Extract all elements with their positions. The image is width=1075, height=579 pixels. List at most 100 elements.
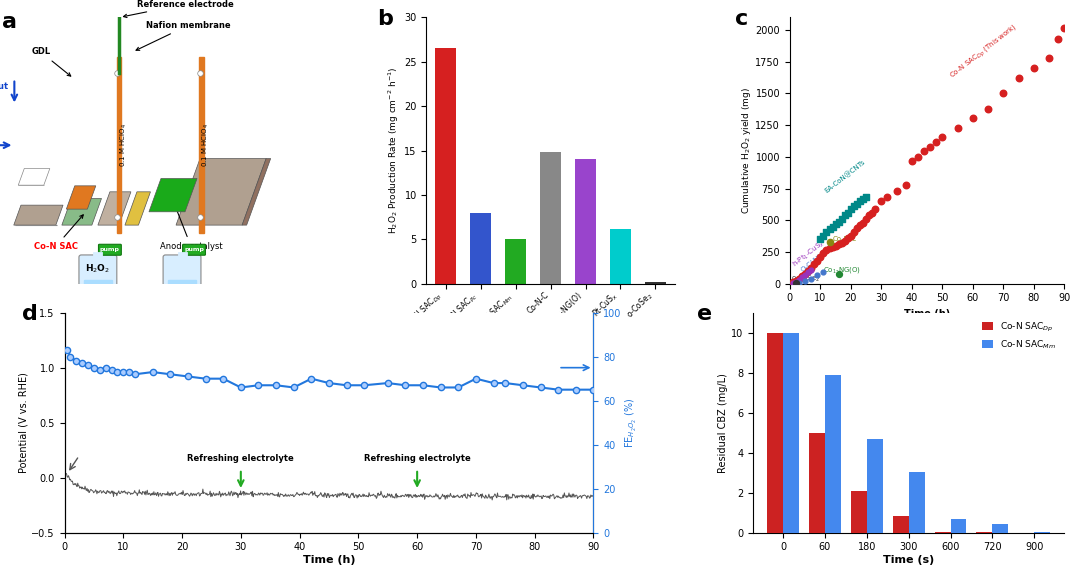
Point (815, 267, 832, 277)
Point (790, 275, 807, 284)
Point (843, 204, 860, 214)
Point (851, 221, 869, 230)
Point (1041, 53, 1058, 63)
Point (823, 222, 841, 231)
Point (787, 278, 804, 288)
Text: Co-N-C: Co-N-C (832, 236, 857, 241)
Bar (825, 375, 841, 533)
Polygon shape (125, 192, 150, 225)
Text: pump: pump (100, 247, 119, 252)
Point (861, 211, 878, 220)
Polygon shape (149, 178, 197, 212)
Bar (94, 252, 102, 257)
Point (964, 113, 981, 122)
Bar (934, 532, 950, 533)
Bar (435, 47, 456, 284)
Bar (84, 280, 112, 291)
Point (921, 142, 938, 151)
Y-axis label: FE$_{H_2O_2}$ (%): FE$_{H_2O_2}$ (%) (625, 398, 640, 448)
Point (818, 245, 835, 255)
Point (851, 197, 869, 206)
Bar (892, 516, 908, 533)
Bar (866, 439, 883, 533)
Point (858, 193, 875, 202)
Text: Co-N SAC$_{Dp}$ (This work): Co-N SAC$_{Dp}$ (This work) (948, 23, 1021, 82)
Bar (116, 57, 121, 233)
Text: e: e (697, 304, 713, 324)
Point (812, 252, 829, 262)
Text: Reference electrode: Reference electrode (124, 0, 233, 17)
Bar (199, 57, 204, 233)
Point (898, 180, 915, 189)
Bar (645, 283, 665, 284)
Y-axis label: Potential (V vs. RHE): Potential (V vs. RHE) (18, 372, 29, 473)
Point (797, 269, 814, 278)
FancyBboxPatch shape (78, 255, 117, 294)
Text: EA-CoN@CNTs: EA-CoN@CNTs (823, 159, 866, 195)
Point (827, 241, 844, 250)
Point (994, 89, 1012, 98)
Point (812, 234, 829, 244)
Point (848, 199, 865, 208)
Point (845, 201, 862, 211)
Text: Anode catalyst: Anode catalyst (160, 189, 223, 251)
Point (934, 132, 951, 141)
Text: 0.1 M HClO$_4$: 0.1 M HClO$_4$ (201, 123, 211, 167)
Text: Refreshing electrolyte: Refreshing electrolyte (187, 454, 295, 463)
X-axis label: Time (h): Time (h) (303, 555, 355, 565)
Y-axis label: H$_2$O$_2$ Production Rate (mg cm$^{-2}$ h$^{-1}$): H$_2$O$_2$ Production Rate (mg cm$^{-2}$… (387, 67, 401, 234)
Point (949, 123, 966, 133)
Polygon shape (176, 159, 267, 225)
Text: O-C(Al): O-C(Al) (800, 252, 823, 273)
Bar (992, 523, 1008, 533)
Point (790, 274, 807, 283)
Text: pump: pump (184, 247, 204, 252)
Point (836, 236, 854, 245)
Point (843, 231, 860, 240)
Point (830, 217, 847, 226)
Point (793, 273, 811, 282)
Point (800, 267, 817, 277)
Point (1009, 74, 1027, 83)
Point (833, 214, 850, 223)
Point (879, 193, 897, 202)
Text: Co$_1$-NG(O): Co$_1$-NG(O) (823, 265, 861, 275)
Bar (851, 490, 866, 533)
Bar (505, 239, 526, 284)
Bar (809, 433, 825, 533)
Point (1056, 23, 1073, 32)
Bar (783, 333, 799, 533)
Point (818, 227, 835, 236)
Point (821, 244, 839, 253)
Point (836, 211, 854, 220)
Bar (908, 472, 924, 533)
FancyBboxPatch shape (99, 244, 121, 255)
Point (821, 237, 839, 247)
Text: Nafion membrane: Nafion membrane (137, 21, 231, 50)
Text: 0.1 M HClO$_4$: 0.1 M HClO$_4$ (118, 123, 129, 167)
Text: Refreshing electrolyte: Refreshing electrolyte (363, 454, 471, 463)
Point (785, 278, 802, 288)
Point (840, 208, 857, 217)
Bar (177, 252, 187, 257)
Point (823, 242, 841, 251)
Bar (575, 159, 596, 284)
Bar (540, 152, 561, 284)
Polygon shape (98, 192, 131, 225)
Point (790, 278, 807, 287)
Point (803, 263, 820, 273)
Text: a: a (2, 12, 17, 32)
Polygon shape (14, 205, 63, 225)
Point (855, 195, 872, 204)
Point (1026, 64, 1043, 73)
Point (808, 256, 826, 266)
Point (803, 265, 820, 274)
X-axis label: Time (s): Time (s) (883, 555, 934, 565)
Point (840, 233, 857, 243)
Point (858, 214, 875, 223)
Point (827, 219, 844, 229)
Legend: Co-N SAC$_{Dp}$, Co-N SAC$_{Mm}$: Co-N SAC$_{Dp}$, Co-N SAC$_{Mm}$ (978, 317, 1060, 354)
Point (873, 197, 890, 206)
Polygon shape (62, 199, 101, 225)
Point (1049, 34, 1066, 43)
